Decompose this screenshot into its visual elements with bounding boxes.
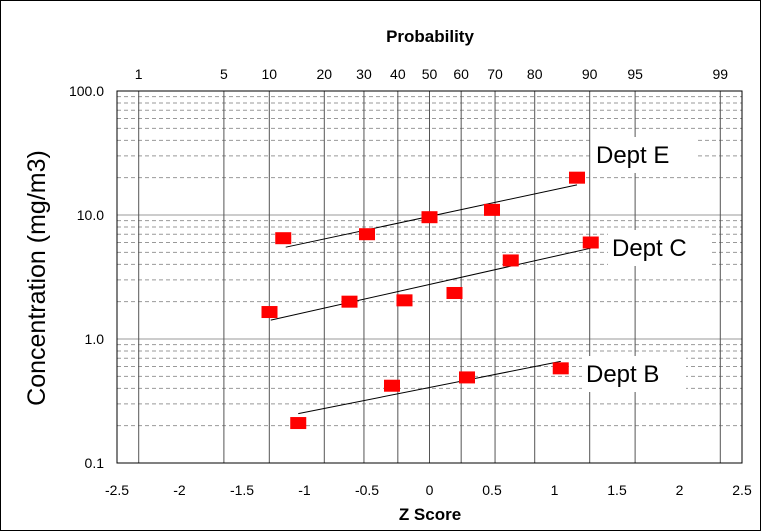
x-tick-label: -2 bbox=[173, 482, 186, 498]
x-tick-label: -1.5 bbox=[230, 482, 254, 498]
series-label-dept-e: Dept E bbox=[596, 142, 669, 169]
x-tick-label: 2 bbox=[676, 482, 684, 498]
y-tick-label: 100.0 bbox=[69, 83, 104, 99]
data-point-dept-b bbox=[552, 362, 569, 375]
y-tick-label: 1.0 bbox=[85, 331, 105, 347]
probability-tick-label: 50 bbox=[422, 66, 438, 82]
probability-tick-label: 40 bbox=[390, 66, 406, 82]
y-tick-labels: 0.1 1.0 10.0 100.0 bbox=[69, 83, 104, 471]
x-tick-labels: -2.5 -2 -1.5 -1 -0.5 0 0.5 1 1.5 2 2.5 bbox=[105, 482, 752, 498]
data-point-dept-c bbox=[582, 236, 599, 249]
data-point-dept-b bbox=[290, 417, 307, 430]
probability-tick-labels: 1 5 10 20 30 40 50 60 70 80 90 95 99 bbox=[135, 66, 728, 82]
x-tick-label: 0.5 bbox=[482, 482, 502, 498]
series-label-dept-b: Dept B bbox=[586, 361, 659, 388]
data-point-dept-c bbox=[446, 286, 463, 299]
probability-tick-label: 5 bbox=[220, 66, 228, 82]
x-tick-label: 2.5 bbox=[732, 482, 752, 498]
probability-tick-label: 1 bbox=[135, 66, 143, 82]
fit-line-dept-b bbox=[298, 360, 561, 415]
data-point-dept-c bbox=[396, 294, 413, 307]
probability-tick-label: 90 bbox=[582, 66, 598, 82]
x-axis-title: Z Score bbox=[399, 505, 461, 524]
series-label-bg-dept-e bbox=[592, 137, 696, 173]
series-label-bg-dept-c bbox=[608, 230, 712, 266]
grid bbox=[117, 91, 742, 464]
data-points bbox=[261, 171, 599, 430]
probability-tick-label: 20 bbox=[317, 66, 333, 82]
series-label-dept-c: Dept C bbox=[612, 235, 687, 262]
probability-tick-label: 80 bbox=[527, 66, 543, 82]
data-point-dept-e bbox=[359, 228, 375, 241]
data-point-dept-e bbox=[569, 171, 585, 184]
data-point-dept-e bbox=[275, 232, 292, 245]
x-tick-label: -1 bbox=[298, 482, 311, 498]
data-point-dept-e bbox=[484, 203, 500, 216]
data-point-dept-c bbox=[341, 295, 358, 308]
probability-tick-label: 70 bbox=[487, 66, 503, 82]
x-tick-label: -2.5 bbox=[105, 482, 129, 498]
series-labels: Dept E Dept C Dept B bbox=[582, 137, 712, 392]
data-point-dept-b bbox=[384, 379, 400, 392]
series-label-bg-dept-b bbox=[582, 356, 686, 392]
x-tick-label: -0.5 bbox=[355, 482, 379, 498]
data-point-dept-c bbox=[261, 306, 278, 319]
plot-area bbox=[116, 90, 743, 464]
data-point-dept-e bbox=[421, 211, 438, 224]
data-point-dept-c bbox=[502, 254, 519, 267]
y-tick-label: 0.1 bbox=[85, 455, 105, 471]
x-tick-label: 1.5 bbox=[607, 482, 627, 498]
data-point-dept-b bbox=[459, 371, 475, 384]
probability-tick-label: 95 bbox=[627, 66, 643, 82]
x-tick-label: 1 bbox=[551, 482, 559, 498]
chart-title: Probability bbox=[386, 27, 474, 46]
fit-line-dept-c bbox=[270, 247, 591, 321]
probability-tick-label: 60 bbox=[453, 66, 469, 82]
x-tick-label: 0 bbox=[426, 482, 434, 498]
probability-tick-label: 99 bbox=[713, 66, 729, 82]
probability-tick-label: 10 bbox=[262, 66, 278, 82]
probability-tick-label: 30 bbox=[356, 66, 372, 82]
y-tick-label: 10.0 bbox=[77, 207, 104, 223]
y-axis-title: Concentration (mg/m3) bbox=[23, 150, 51, 406]
